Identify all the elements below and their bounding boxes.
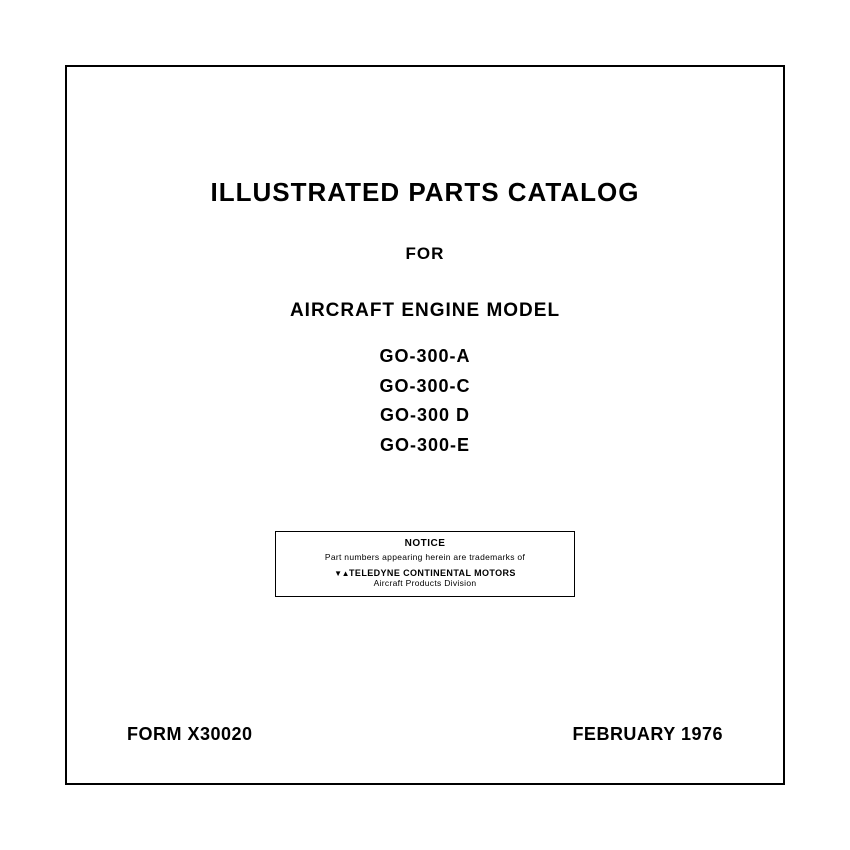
document-page: ILLUSTRATED PARTS CATALOG FOR AIRCRAFT E… <box>65 65 785 785</box>
model-item: GO-300 D <box>127 401 723 431</box>
notice-company: ▼▲TELEDYNE CONTINENTAL MOTORS <box>286 568 564 578</box>
model-item: GO-300-C <box>127 372 723 402</box>
notice-division: Aircraft Products Division <box>286 578 564 588</box>
header-block: ILLUSTRATED PARTS CATALOG FOR AIRCRAFT E… <box>127 177 723 461</box>
notice-heading: NOTICE <box>286 538 564 549</box>
model-item: GO-300-E <box>127 431 723 461</box>
for-label: FOR <box>127 244 723 264</box>
notice-text: Part numbers appearing herein are tradem… <box>286 552 564 562</box>
model-list: GO-300-A GO-300-C GO-300 D GO-300-E <box>127 342 723 461</box>
subtitle: AIRCRAFT ENGINE MODEL <box>127 300 723 322</box>
company-name: TELEDYNE CONTINENTAL MOTORS <box>349 568 516 578</box>
model-item: GO-300-A <box>127 342 723 372</box>
footer: FORM X30020 FEBRUARY 1976 <box>127 724 723 745</box>
logo-icon: ▼▲ <box>334 569 349 578</box>
form-number: FORM X30020 <box>127 724 253 745</box>
notice-box: NOTICE Part numbers appearing herein are… <box>275 531 575 597</box>
publish-date: FEBRUARY 1976 <box>572 724 723 745</box>
document-title: ILLUSTRATED PARTS CATALOG <box>127 177 723 208</box>
